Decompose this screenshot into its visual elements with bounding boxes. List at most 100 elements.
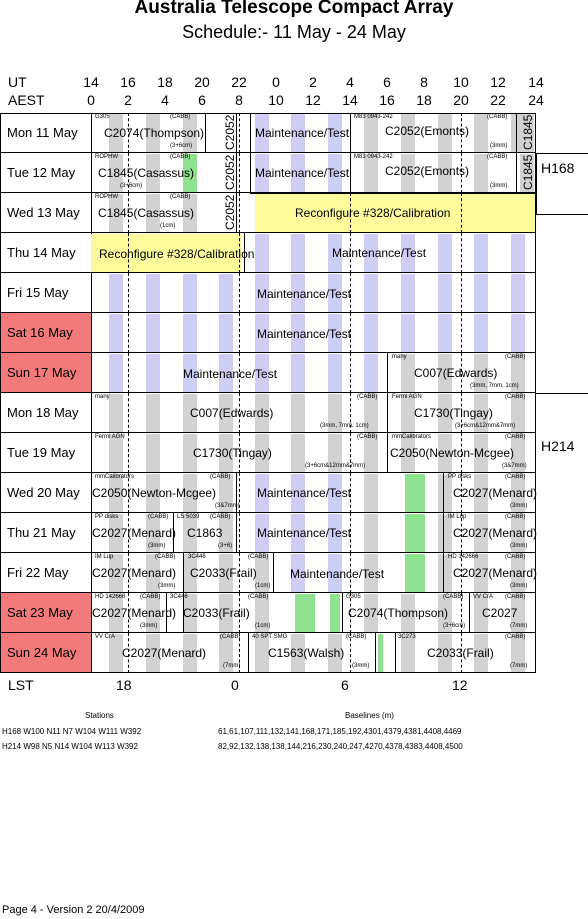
time-stripe [401, 354, 415, 393]
block-divider [244, 233, 245, 273]
lst-guide [128, 593, 129, 633]
source-label: HD 142666 [448, 554, 479, 560]
time-stripe [291, 514, 305, 553]
lst-guide [461, 633, 462, 673]
cabb-label: (CABB) [505, 394, 526, 400]
reconfig-label: Reconfigure #328/Calibration [295, 206, 451, 220]
time-stripe [291, 434, 305, 473]
time-stripe [146, 634, 160, 673]
time-stripe [255, 274, 269, 313]
time-stripe [438, 274, 452, 313]
row-divider [0, 632, 536, 633]
lst-guide [128, 273, 129, 313]
lst-guide [239, 353, 240, 393]
time-stripe [219, 354, 233, 393]
note-label: (3+6cm) [443, 623, 466, 629]
block-divider [236, 473, 237, 513]
lst-guide [461, 153, 462, 193]
time-stripe [438, 154, 452, 193]
baselines-heading: Baselines (m) [345, 711, 394, 720]
time-stripe [109, 554, 123, 593]
time-stripe [328, 234, 342, 273]
vertical-project: C2052 [223, 154, 237, 190]
note-label: (3&7mm) [502, 463, 527, 469]
page-footer: Page 4 - Version 2 20/4/2009 [2, 904, 145, 916]
time-stripe [438, 234, 452, 273]
page-subtitle: Schedule:- 11 May - 24 May [182, 22, 406, 42]
block-divider [183, 553, 184, 633]
time-stripe [328, 354, 342, 393]
time-stripe [291, 474, 305, 513]
row-divider [0, 592, 536, 593]
time-stripe [438, 394, 452, 433]
lst-guide [239, 513, 240, 553]
source-label: 40 SPT SMG [252, 634, 288, 640]
lst-guide [461, 513, 462, 553]
time-stripe [330, 594, 340, 633]
project-label: C1845(Casassus) [98, 206, 195, 220]
stations-h168: H168 W100 N11 N7 W104 W111 W392 [2, 727, 142, 736]
cabb-label: (CABB) [357, 394, 378, 400]
time-stripe [438, 514, 452, 553]
project-label: C1730(Tingay) [193, 446, 272, 460]
lst-guide [461, 593, 462, 633]
aest-tick: 18 [416, 92, 432, 108]
cabb-label: (CABB) [210, 514, 231, 520]
weekend-marker [1, 593, 91, 633]
day-label: Thu 14 May [7, 245, 76, 260]
time-stripe [146, 474, 160, 513]
ut-tick: 10 [453, 74, 469, 90]
time-stripe [219, 314, 233, 353]
time-stripe [146, 314, 160, 353]
time-stripe [405, 474, 425, 513]
time-stripe [146, 434, 160, 473]
source-label: M83 0943-242 [354, 154, 393, 160]
time-stripe [364, 354, 378, 393]
time-stripe [146, 274, 160, 313]
source-label: LS 5039 [177, 514, 200, 520]
time-stripe [364, 554, 378, 593]
lst-guide [128, 153, 129, 193]
note-label: (3+6) [218, 543, 233, 549]
cabb-label: (CABB) [170, 154, 191, 160]
vertical-project: C1845 [521, 154, 535, 190]
time-stripe [255, 514, 269, 553]
cabb-label: (CABB) [487, 154, 508, 160]
project-label: C2033(Frail) [183, 606, 250, 620]
lst-guide [239, 393, 240, 433]
source-label: PP disks [448, 474, 472, 480]
row-divider [0, 432, 536, 433]
time-stripe [255, 634, 269, 673]
source-label: many [392, 354, 407, 360]
lst-guide [350, 513, 351, 553]
project-label: C2027(Menard) [92, 526, 177, 540]
time-stripe [255, 194, 535, 233]
time-stripe [183, 274, 197, 313]
lst-guide [128, 633, 129, 673]
project-label: C2033(Frail) [190, 566, 257, 580]
aest-label: AEST [8, 92, 45, 108]
maintenance-label: Maintenance/Test [183, 367, 278, 381]
lst-guide [128, 113, 129, 153]
aest-tick: 14 [342, 92, 358, 108]
lst-guide [461, 233, 462, 273]
time-stripe [219, 394, 233, 433]
row-divider [0, 232, 536, 233]
time-stripe [146, 354, 160, 393]
time-stripe [474, 274, 488, 313]
note-label: (3+6cm) [170, 143, 193, 149]
block-divider [250, 193, 536, 194]
project-label: C2052(Emonts) [385, 124, 470, 138]
lst-guide [128, 193, 129, 233]
day-label: Tue 12 May [7, 165, 76, 180]
ut-tick: 6 [383, 74, 391, 90]
ut-tick: 12 [490, 74, 506, 90]
lst-guide [350, 393, 351, 433]
time-stripe [291, 274, 305, 313]
cabb-label: (CABB) [170, 194, 191, 200]
source-label: IM Lup [448, 514, 467, 520]
reconfig-label: Reconfigure #328/Calibration [99, 247, 255, 261]
day-label: Tue 19 May [7, 445, 76, 460]
time-stripe [401, 434, 415, 473]
block-divider [166, 593, 167, 633]
